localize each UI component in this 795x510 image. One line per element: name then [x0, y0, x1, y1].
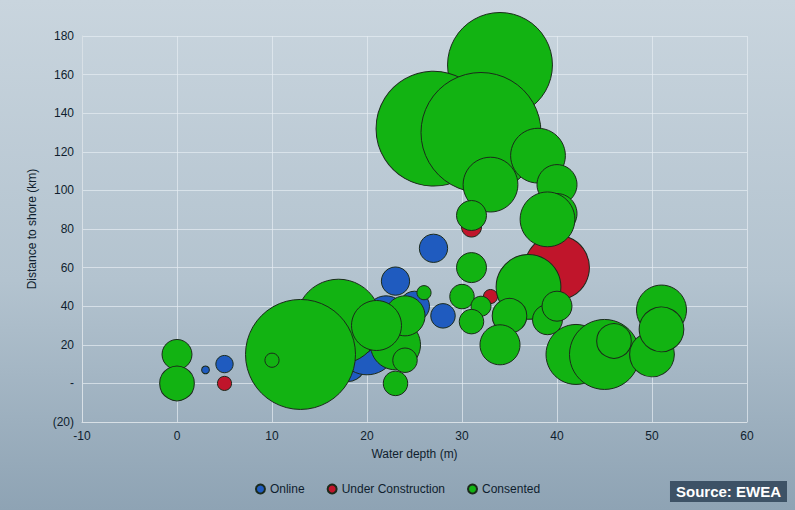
svg-text:40: 40: [550, 429, 564, 443]
svg-text:Online: Online: [270, 482, 305, 496]
svg-text:60: 60: [61, 261, 75, 275]
svg-text:180: 180: [54, 29, 74, 43]
svg-text:(20): (20): [53, 415, 74, 429]
svg-text:0: 0: [174, 429, 181, 443]
svg-text:-10: -10: [73, 429, 91, 443]
svg-text:20: 20: [61, 338, 75, 352]
svg-text:100: 100: [54, 183, 74, 197]
svg-text:60: 60: [740, 429, 754, 443]
svg-text:50: 50: [645, 429, 659, 443]
svg-text:Under Construction: Under Construction: [342, 482, 445, 496]
svg-text:20: 20: [360, 429, 374, 443]
svg-text:140: 140: [54, 106, 74, 120]
svg-text:Distance to shore (km): Distance to shore (km): [25, 169, 39, 290]
svg-text:Water depth (m): Water depth (m): [371, 447, 457, 461]
svg-text:-: -: [70, 376, 74, 390]
svg-text:80: 80: [61, 222, 75, 236]
svg-text:40: 40: [61, 299, 75, 313]
svg-text:Consented: Consented: [482, 482, 540, 496]
svg-text:Source: EWEA: Source: EWEA: [676, 483, 781, 500]
svg-text:120: 120: [54, 145, 74, 159]
svg-text:30: 30: [455, 429, 469, 443]
svg-text:10: 10: [265, 429, 279, 443]
svg-text:160: 160: [54, 68, 74, 82]
